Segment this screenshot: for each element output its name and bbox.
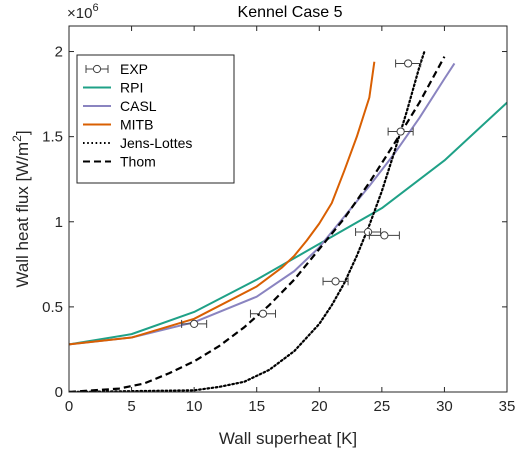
y-multiplier-exponent: 6 bbox=[92, 2, 98, 14]
legend-item: Thom bbox=[83, 154, 156, 170]
x-tick-label: 5 bbox=[127, 398, 135, 415]
legend-item: Jens-Lottes bbox=[83, 135, 192, 151]
x-tick-label: 20 bbox=[311, 398, 328, 415]
legend-swatch-marker bbox=[92, 64, 102, 74]
exp-marker bbox=[258, 309, 268, 318]
y-axis-title: Wall heat flux [W/m2] bbox=[10, 130, 32, 287]
y-tick-label: 0.5 bbox=[42, 299, 63, 316]
exp-marker bbox=[380, 231, 389, 240]
y-tick-label: 2 bbox=[55, 44, 63, 61]
x-tick-label: 15 bbox=[248, 398, 265, 415]
x-tick-label: 10 bbox=[186, 398, 203, 415]
legend-label: MITB bbox=[120, 117, 153, 133]
y-tick-label: 1.5 bbox=[42, 129, 63, 146]
y-axis-title-end: ] bbox=[13, 130, 32, 135]
plot-frame bbox=[68, 25, 508, 393]
legend-label: Thom bbox=[120, 154, 156, 170]
legend-item: EXP bbox=[85, 61, 148, 77]
series-line-mitb bbox=[69, 61, 376, 346]
exp-point bbox=[322, 277, 349, 286]
exp-point bbox=[387, 127, 414, 136]
legend: EXP RPI CASL MITB Jens-Lottes Thom bbox=[76, 54, 235, 184]
exp-point bbox=[355, 227, 382, 237]
x-axis: 0 5 10 15 20 25 30 35 bbox=[65, 26, 516, 415]
series-layer bbox=[69, 50, 507, 392]
x-tick-label: 25 bbox=[374, 398, 391, 415]
y-axis: 0 0.5 1 1.5 2 bbox=[42, 44, 507, 401]
legend-item: RPI bbox=[83, 80, 143, 96]
exp-point bbox=[368, 231, 400, 240]
y-tick-label: 0 bbox=[55, 384, 63, 401]
legend-item: MITB bbox=[83, 117, 153, 133]
legend-box bbox=[76, 54, 235, 184]
x-tick-label: 35 bbox=[499, 398, 516, 415]
experimental-layer bbox=[181, 59, 422, 329]
y-axis-title-sup: 2 bbox=[10, 135, 24, 142]
exp-marker bbox=[396, 127, 405, 136]
exp-marker bbox=[363, 227, 373, 237]
exp-point bbox=[181, 319, 208, 329]
x-axis-title: Wall superheat [K] bbox=[219, 429, 357, 448]
series-line-thom bbox=[69, 56, 446, 392]
exp-point bbox=[249, 309, 276, 318]
legend-label: EXP bbox=[120, 61, 148, 77]
series-line-jens-lottes bbox=[69, 50, 426, 392]
x-tick-label: 30 bbox=[436, 398, 453, 415]
legend-label: Jens-Lottes bbox=[120, 135, 192, 151]
x-tick-label: 0 bbox=[65, 398, 73, 415]
chart-title: Kennel Case 5 bbox=[238, 4, 343, 21]
y-multiplier: ×106 bbox=[67, 2, 99, 22]
exp-marker bbox=[190, 319, 199, 329]
legend-label: CASL bbox=[120, 98, 157, 114]
legend-item: CASL bbox=[83, 98, 157, 114]
exp-marker bbox=[331, 277, 340, 286]
exp-marker bbox=[404, 59, 413, 68]
y-tick-label: 1 bbox=[55, 214, 63, 231]
exp-point bbox=[395, 59, 422, 68]
legend-label: RPI bbox=[120, 80, 143, 96]
